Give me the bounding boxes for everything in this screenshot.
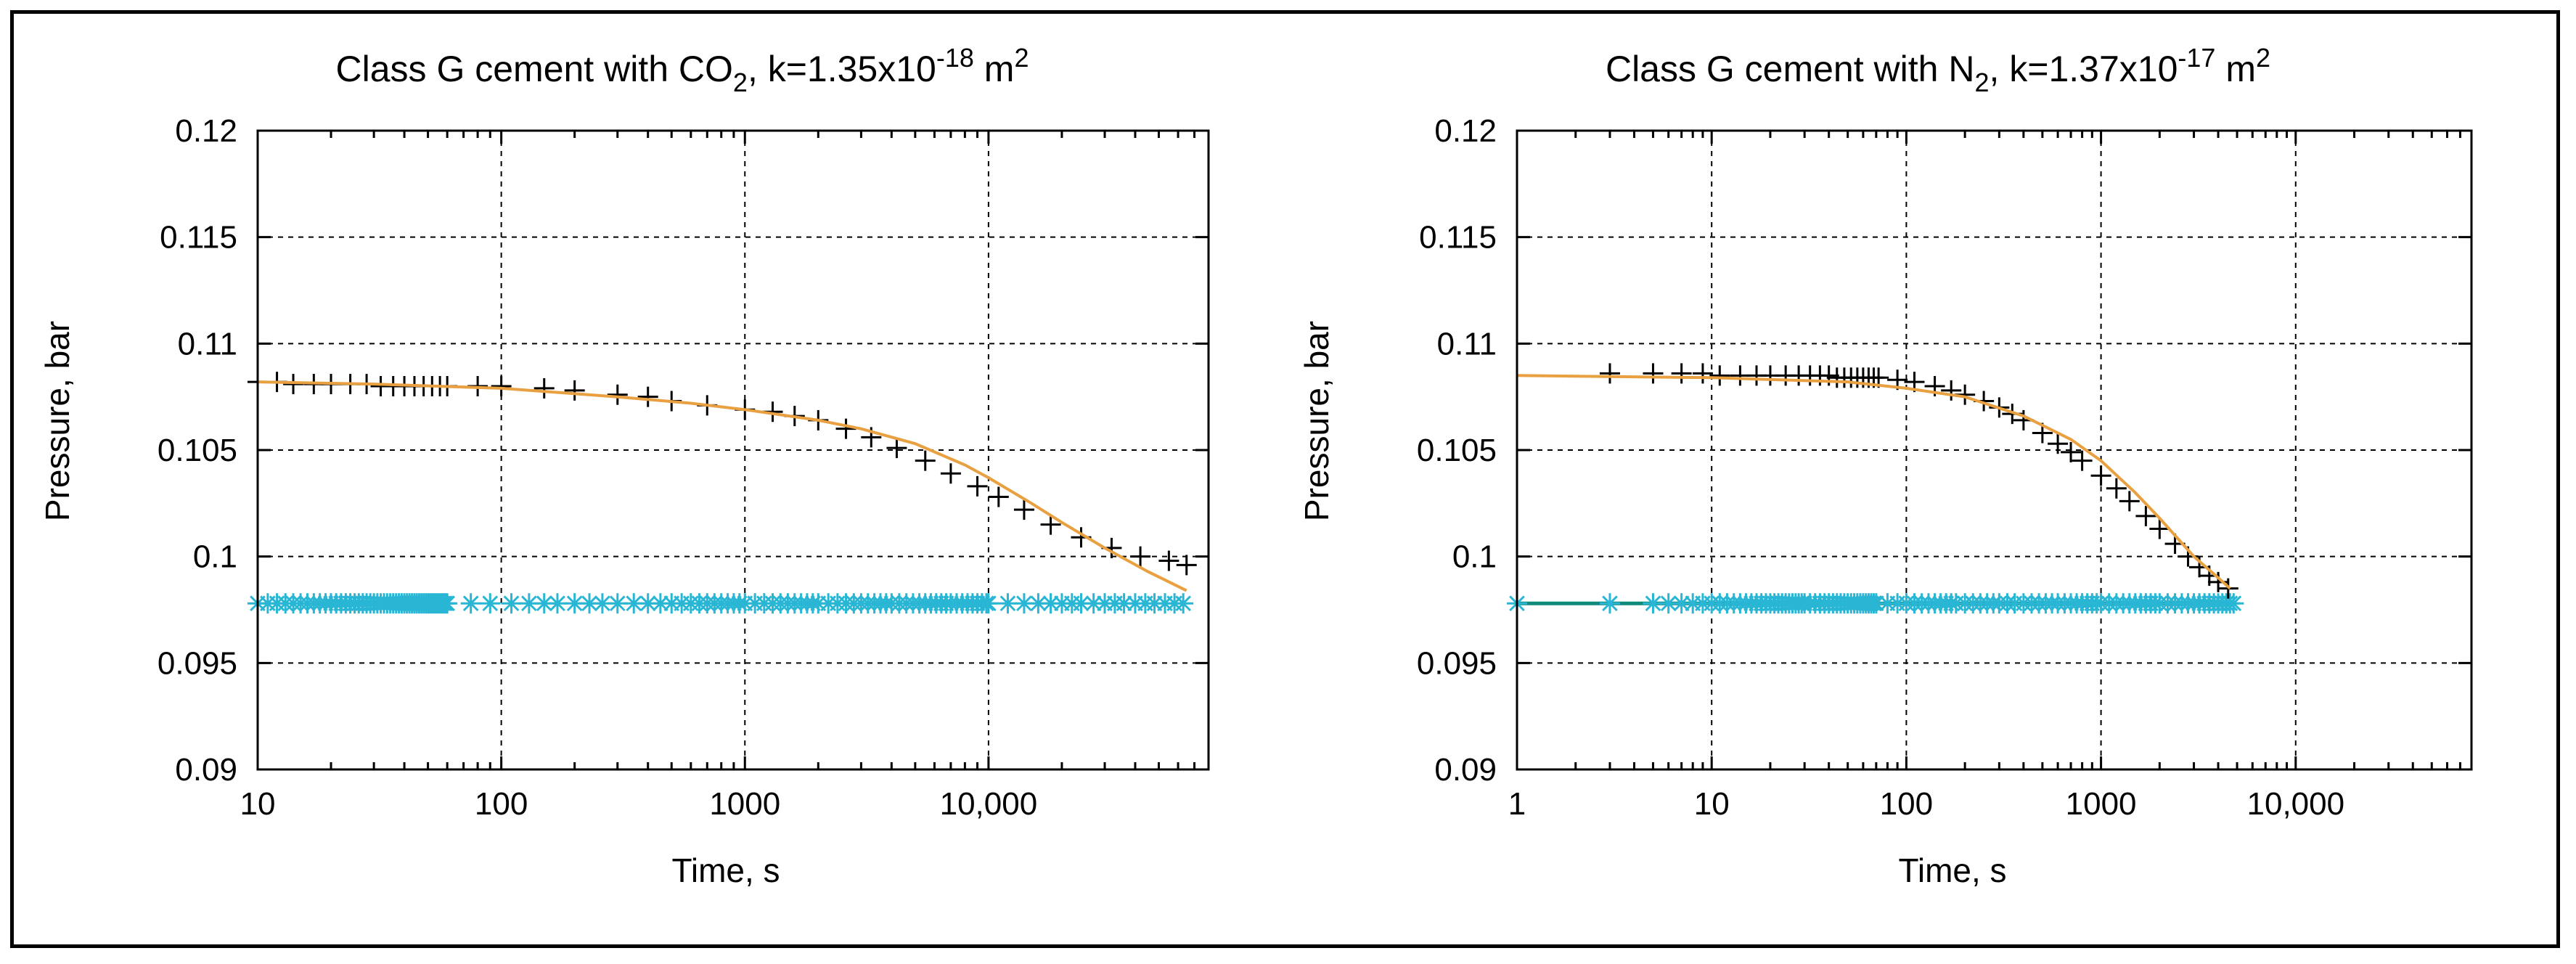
measured-point <box>2135 505 2156 526</box>
x-tick-label: 1000 <box>709 786 780 822</box>
x-tick-label: 10 <box>1694 786 1730 822</box>
x-tick-label: 10,000 <box>2247 786 2345 822</box>
measured-point <box>988 486 1009 507</box>
measured-point <box>967 475 988 497</box>
grid <box>258 131 1209 769</box>
measured-point <box>2048 433 2069 454</box>
y-axis-label: Pressure, bar <box>1298 321 1336 521</box>
reference-point <box>623 593 645 614</box>
chart-title: Class G cement with N2, k=1.37x10-17 m2 <box>1606 43 2270 97</box>
measured-point <box>1709 365 1730 386</box>
measured-point <box>2149 518 2170 539</box>
reference-point <box>1865 593 1886 614</box>
measured-point <box>886 438 907 459</box>
y-axis-label: Pressure, bar <box>38 321 76 521</box>
measured-point <box>1692 363 1713 384</box>
x-tick-label: 1000 <box>2066 786 2137 822</box>
x-axis-label: Time, s <box>671 851 780 889</box>
grid <box>1517 131 2471 769</box>
measured-point <box>1130 546 1151 567</box>
measured-point <box>2072 450 2093 471</box>
measured-point <box>940 463 961 484</box>
x-tick-label: 10 <box>240 786 276 822</box>
measured-point <box>1643 363 1664 384</box>
chart-n2: Class G cement with N2, k=1.37x10-17 m2 … <box>1298 43 2473 889</box>
measured-point <box>2106 478 2127 499</box>
y-tick-label: 0.11 <box>178 326 237 362</box>
reference-point <box>1013 593 1034 614</box>
x-tick-label: 100 <box>475 786 528 822</box>
y-tick-label: 0.095 <box>158 645 237 681</box>
measured-point <box>2119 491 2140 512</box>
y-tick-label: 0.1 <box>1452 539 1497 575</box>
reference-point <box>518 593 539 614</box>
reference-point <box>592 593 613 614</box>
reference-point <box>1173 593 1194 614</box>
reference-point <box>997 593 1018 614</box>
y-tick-label: 0.105 <box>158 433 237 468</box>
reference-point <box>460 593 481 614</box>
plot-area <box>256 129 1210 771</box>
reference-point <box>547 593 568 614</box>
reference-point <box>480 593 501 614</box>
reference-point <box>978 593 999 614</box>
y-tick-label: 0.1 <box>193 539 237 575</box>
measured-point <box>491 376 512 396</box>
measured-point <box>1176 555 1197 576</box>
y-tick-label: 0.11 <box>1437 326 1497 362</box>
reference-point <box>1599 593 1620 614</box>
x-axis-label: Time, s <box>1898 851 2006 889</box>
measured-point <box>533 377 555 399</box>
reference-point <box>579 593 600 614</box>
y-tick-label: 0.115 <box>1419 220 1497 256</box>
measured-point <box>1158 550 1179 571</box>
x-tick-label: 1 <box>1508 786 1526 822</box>
reference-point <box>501 593 522 614</box>
model-line <box>1516 374 2231 590</box>
y-tick-label: 0.09 <box>1434 752 1497 788</box>
measured-point <box>1671 363 1692 384</box>
reference-point <box>1071 593 1092 614</box>
measured-point <box>915 450 936 471</box>
x-tick-label: 10,000 <box>940 786 1038 822</box>
y-tick-label: 0.105 <box>1417 433 1497 468</box>
y-tick-label: 0.09 <box>175 752 237 788</box>
reference-point <box>437 593 458 614</box>
reference-point <box>650 593 671 614</box>
y-tick-label: 0.095 <box>1417 645 1497 681</box>
x-tick-label: 100 <box>1880 786 1933 822</box>
y-tick-label: 0.12 <box>1434 113 1497 149</box>
measured-point <box>607 384 628 405</box>
chart-co2: Class G cement with CO2, k=1.35x10-18 m2… <box>38 43 1210 889</box>
measured-point <box>1599 363 1620 384</box>
chart-title: Class G cement with CO2, k=1.35x10-18 m2 <box>336 43 1029 97</box>
measured-point <box>1941 380 1962 401</box>
measured-point <box>835 418 856 439</box>
measured-point <box>564 380 585 401</box>
figure-frame <box>10 10 2560 948</box>
measured-point <box>2090 465 2111 486</box>
measured-point <box>637 386 658 407</box>
plot-area <box>1516 129 2473 771</box>
measured-point <box>2061 441 2082 462</box>
measured-point <box>1040 514 1061 535</box>
model-line <box>257 380 1187 592</box>
y-tick-label: 0.12 <box>175 113 237 149</box>
measured-point <box>1013 499 1034 520</box>
y-tick-label: 0.115 <box>160 220 237 256</box>
